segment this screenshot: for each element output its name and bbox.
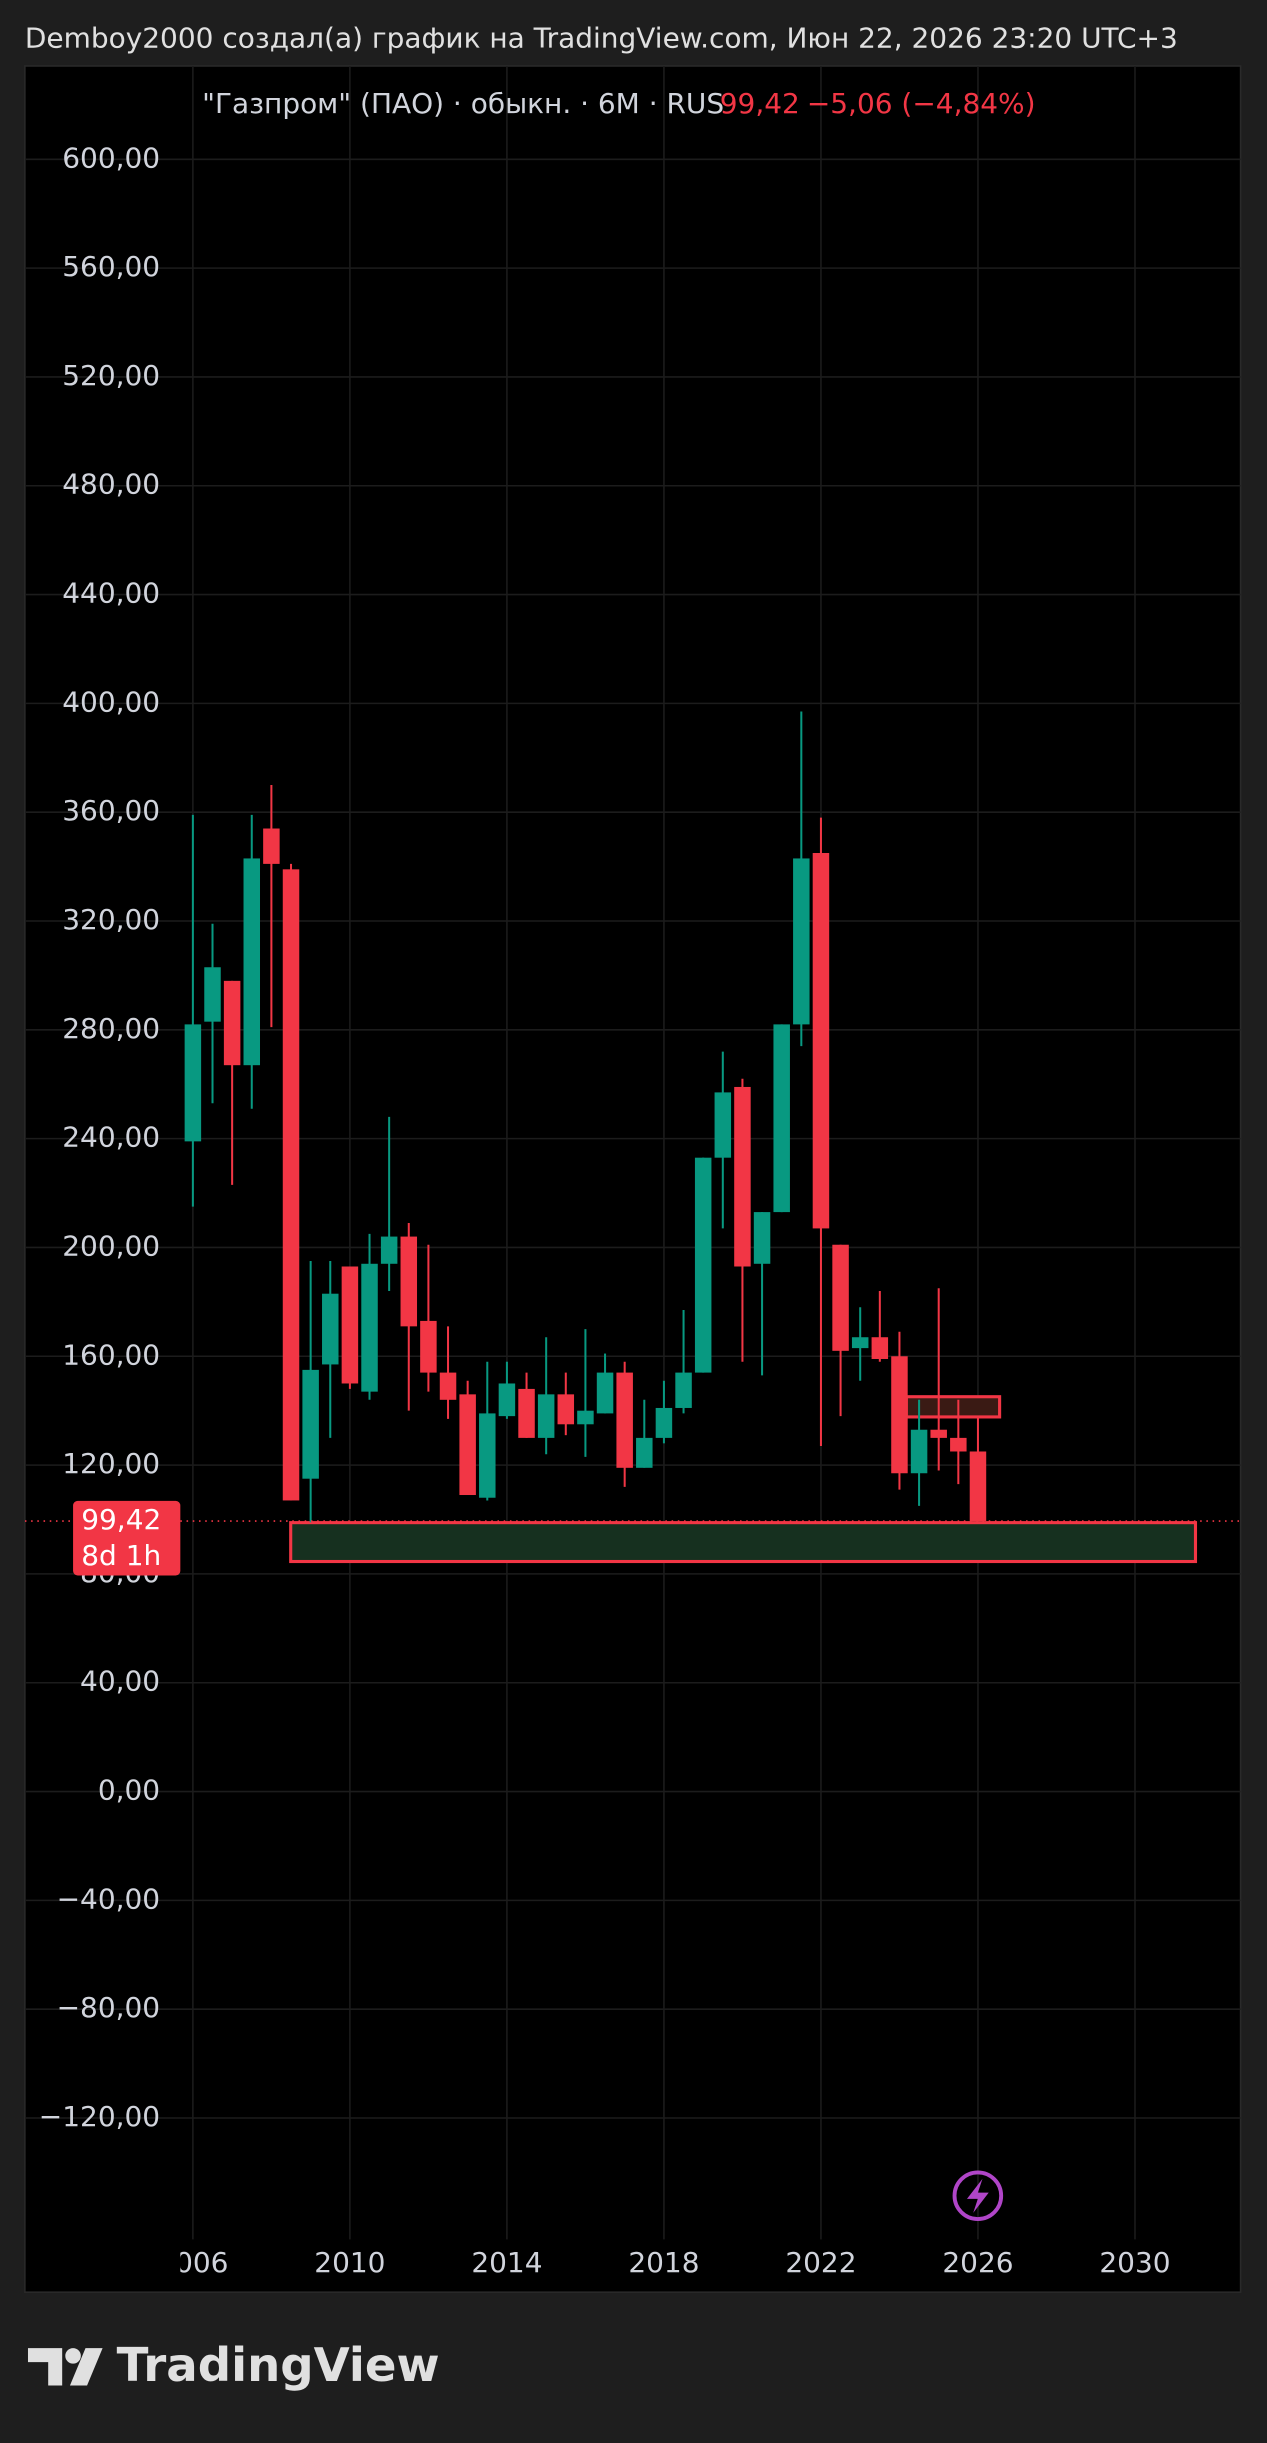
chart-panel xyxy=(24,65,1242,2293)
y-tick-label: 200,00 xyxy=(62,1229,160,1262)
candle-body xyxy=(753,1212,771,1264)
y-tick-label: 600,00 xyxy=(62,141,160,174)
candle-body xyxy=(891,1356,908,1474)
zone-rectangle xyxy=(289,1521,1198,1564)
candle-body xyxy=(930,1429,947,1438)
y-tick-label: 160,00 xyxy=(62,1338,160,1371)
candle-body xyxy=(773,1024,790,1213)
legend-title: "Газпром" (ПАО) · обыкн. · 6M · RUS xyxy=(202,87,724,120)
candle-body xyxy=(263,828,280,864)
y-tick-label: 240,00 xyxy=(62,1121,160,1154)
y-tick-label: 440,00 xyxy=(62,577,160,610)
candle-body xyxy=(341,1266,359,1384)
x-tick-label: 2010 xyxy=(314,2246,385,2279)
price-label-box xyxy=(73,1500,181,1576)
candle-body xyxy=(577,1410,594,1425)
zone-rectangle xyxy=(904,1395,1002,1419)
y-tick-label: 320,00 xyxy=(62,903,160,936)
candle-body xyxy=(498,1383,516,1417)
candle-body xyxy=(596,1372,614,1414)
candle-body xyxy=(223,980,241,1066)
candle-body xyxy=(871,1337,889,1359)
y-tick-label: −40,00 xyxy=(57,1882,161,1915)
candle-body xyxy=(812,852,830,1229)
price-label-value: 99,42 xyxy=(81,1503,161,1536)
candle-body xyxy=(459,1394,476,1496)
candle-body xyxy=(204,967,221,1022)
y-tick-label: 360,00 xyxy=(62,794,160,827)
candle-body xyxy=(636,1437,653,1468)
x-tick-label: 2030 xyxy=(1099,2246,1170,2279)
candle-body xyxy=(851,1337,869,1349)
candle-body xyxy=(439,1372,457,1400)
candle-body xyxy=(420,1320,437,1373)
footer-logo: TradingView xyxy=(27,2338,440,2392)
candle-body xyxy=(184,1024,202,1142)
x-tick-label: 2026 xyxy=(942,2246,1013,2279)
y-tick-label: 280,00 xyxy=(62,1012,160,1045)
footer-brand: TradingView xyxy=(117,2338,440,2392)
header-text: Demboy2000 создал(а) график на TradingVi… xyxy=(25,22,1178,55)
candle-body xyxy=(400,1236,418,1327)
candle-body xyxy=(243,858,261,1066)
candle-body xyxy=(969,1451,987,1522)
candle-body xyxy=(793,858,810,1025)
candle-body xyxy=(361,1263,378,1392)
candle-body xyxy=(714,1092,732,1158)
candle-body xyxy=(655,1407,673,1438)
candle-body xyxy=(322,1293,339,1365)
y-tick-label: 480,00 xyxy=(62,468,160,501)
candle-body xyxy=(518,1388,535,1438)
candle-body xyxy=(616,1372,633,1468)
y-tick-label: 400,00 xyxy=(62,685,160,718)
legend-change: −5,06 (−4,84%) xyxy=(807,87,1036,120)
x-tick-label: 2022 xyxy=(785,2246,856,2279)
candle-body xyxy=(302,1369,319,1479)
candle-body xyxy=(734,1086,751,1267)
lightning-icon xyxy=(952,2170,1004,2222)
candle-body xyxy=(537,1394,555,1438)
candle-body xyxy=(479,1413,496,1498)
candle-body xyxy=(282,869,300,1501)
legend: "Газпром" (ПАО) · обыкн. · 6M · RUS 99,4… xyxy=(202,87,1035,120)
y-tick-label: 560,00 xyxy=(62,250,160,283)
candle-body xyxy=(910,1429,928,1474)
y-tick-label: 40,00 xyxy=(80,1665,160,1698)
price-countdown: 8d 1h xyxy=(81,1539,161,1572)
candle-body xyxy=(557,1394,575,1425)
candle-body xyxy=(675,1372,692,1408)
y-tick-label: −120,00 xyxy=(39,2100,160,2133)
x-tick-label: 2014 xyxy=(471,2246,542,2279)
price-label: 99,42 8d 1h xyxy=(73,1500,181,1576)
x-tick-label: 2006 xyxy=(157,2246,228,2279)
y-tick-label: −80,00 xyxy=(57,1991,161,2024)
y-tick-label: 0,00 xyxy=(98,1774,160,1807)
candle-body xyxy=(832,1244,849,1351)
y-tick-label: 120,00 xyxy=(62,1447,160,1480)
x-tick-label: 2018 xyxy=(628,2246,699,2279)
legend-price: 99,42 xyxy=(720,87,800,120)
candle-body xyxy=(694,1157,712,1373)
candle-body xyxy=(950,1437,967,1452)
y-tick-label: 520,00 xyxy=(62,359,160,392)
candle-body xyxy=(380,1236,398,1264)
